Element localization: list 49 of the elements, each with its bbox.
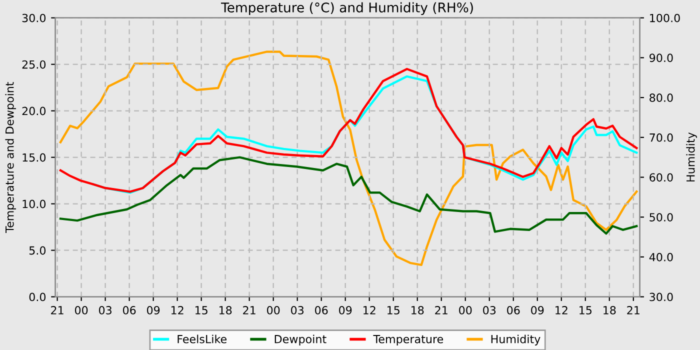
x-tick-label: 00 [459, 306, 472, 314]
x-tick-label: 21 [243, 306, 256, 314]
legend-label: FeelsLike [178, 334, 227, 344]
y-tick-label: 0.0 [29, 292, 46, 302]
y-tick-label: 5.0 [29, 246, 46, 255]
y-tick-label: 20.0 [22, 106, 46, 116]
y2-tick-label: 40.0 [649, 252, 673, 262]
x-tick-label: 15 [195, 306, 208, 314]
x-tick-label: 00 [74, 306, 88, 314]
y2-tick-label: 60.0 [650, 173, 673, 182]
x-tick-label: 18 [412, 306, 424, 314]
x-tick-label: 00 [267, 306, 280, 314]
chart-title: Temperature (°C) and Humidity (RH%) [221, 2, 473, 16]
x-tick-label: 15 [388, 306, 400, 314]
y-tick-label: 25.0 [22, 60, 46, 69]
y-axis-title: Temperature and Dewpoint [5, 82, 16, 233]
x-tick-label: 09 [146, 306, 160, 314]
x-tick-label: 12 [556, 306, 568, 314]
y2-tick-label: 80.0 [650, 94, 673, 102]
y2-axis-title: Humidity [686, 132, 697, 182]
y2-tick-label: 30.0 [650, 292, 673, 302]
y2-tick-label: 50.0 [650, 213, 673, 222]
y-tick-label: 15.0 [22, 153, 46, 162]
x-tick-label: 18 [219, 306, 232, 314]
x-tick-label: 12 [171, 306, 184, 314]
y2-tick-label: 100.0 [650, 14, 680, 22]
legend-label: Temperature [373, 335, 444, 346]
x-tick-label: 21 [51, 306, 64, 314]
x-tick-label: 09 [531, 306, 544, 314]
x-tick-label: 03 [98, 306, 112, 314]
x-tick-label: 21 [627, 306, 640, 314]
x-tick-label: 03 [483, 306, 496, 314]
x-tick-label: 09 [339, 306, 352, 314]
y-tick-label: 10.0 [22, 200, 46, 208]
legend-label: Dewpoint [274, 334, 326, 346]
x-tick-label: 18 [604, 306, 616, 314]
x-tick-label: 03 [291, 306, 304, 314]
y-tick-label: 30.0 [22, 14, 46, 22]
x-tick-label: 06 [122, 306, 136, 314]
y2-tick-label: 70.0 [650, 133, 673, 142]
x-tick-label: 06 [507, 306, 520, 314]
x-tick-label: 12 [364, 306, 376, 314]
x-tick-label: 21 [435, 306, 448, 314]
line-series [59, 156, 638, 235]
legend-label: Humidity [491, 334, 540, 346]
x-tick-label: 15 [580, 306, 592, 314]
y2-tick-label: 90.0 [650, 54, 673, 62]
line-series [59, 50, 638, 266]
x-tick-label: 06 [315, 306, 328, 314]
